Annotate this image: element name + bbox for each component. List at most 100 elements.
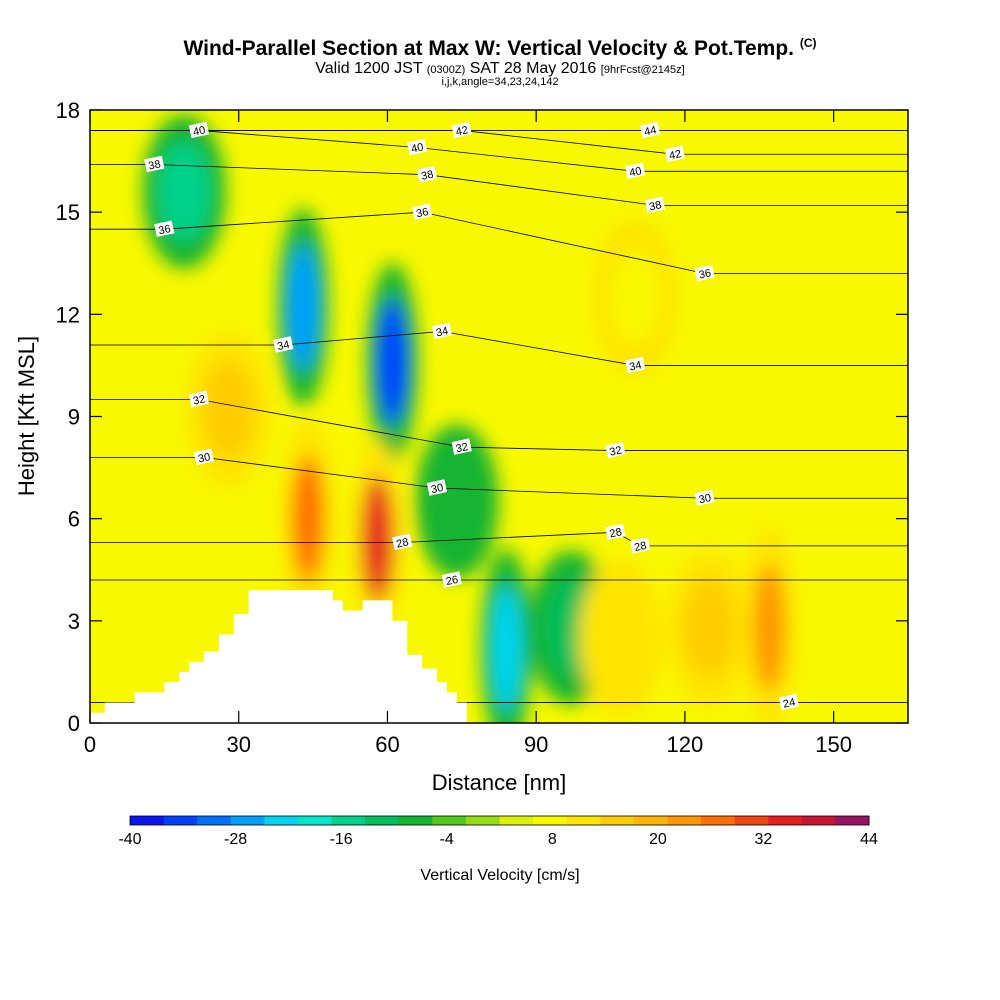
colorbar-tick-label: 8 xyxy=(548,831,557,848)
colorbar-swatch-10 xyxy=(465,816,500,825)
x-tick-label: 0 xyxy=(84,732,96,757)
colorbar-swatch-20 xyxy=(801,816,836,825)
theta-label-bg xyxy=(605,441,626,459)
theta-label-20: 30 xyxy=(694,489,715,506)
colorbar-swatch-15 xyxy=(633,816,668,825)
y-tick-label: 6 xyxy=(68,507,80,532)
theta-label-19: 30 xyxy=(426,479,448,496)
x-tick-label: 150 xyxy=(815,732,852,757)
theta-label-bg xyxy=(639,121,661,139)
theta-label-bg xyxy=(416,165,438,183)
vertical-velocity-field xyxy=(142,114,795,723)
colorbar: -40 -28 -16 -4 8 20 32 44 xyxy=(118,815,878,848)
theta-label-16: 32 xyxy=(451,438,472,455)
w-core-12 xyxy=(202,360,255,459)
theta-label-bg xyxy=(605,523,626,541)
theta-label-bg xyxy=(406,138,428,156)
colorbar-swatch-0 xyxy=(130,816,165,825)
theta-label-bg xyxy=(411,203,433,220)
terrain xyxy=(90,590,467,723)
colorbar-swatch-21 xyxy=(835,816,870,825)
theta-label-8: 38 xyxy=(644,196,666,214)
w-core-5 xyxy=(430,452,483,551)
colorbar-tick-label: -16 xyxy=(330,831,353,848)
theta-label-text: 26 xyxy=(445,574,459,588)
theta-label-text: 34 xyxy=(435,325,449,339)
theta-label-text: 24 xyxy=(782,696,796,710)
x-axis: 0 30 60 90 120 150 xyxy=(84,110,852,757)
theta-label-text: 30 xyxy=(698,492,712,506)
colorbar-swatch-8 xyxy=(398,816,433,825)
w-core-9 xyxy=(683,578,736,677)
theta-label-text: 32 xyxy=(608,444,622,458)
theta-label-5: 40 xyxy=(625,162,646,180)
theta-label-bg xyxy=(644,196,666,214)
valid-date: SAT 28 May 2016 xyxy=(469,60,597,77)
theta-label-text: 36 xyxy=(157,223,171,237)
theta-label-bg xyxy=(273,336,294,353)
x-tick-label: 120 xyxy=(667,732,704,757)
theta-label-bg xyxy=(431,322,453,340)
colorbar-swatch-16 xyxy=(667,816,702,825)
colorbar-swatch-4 xyxy=(264,816,299,825)
theta-label-1: 42 xyxy=(451,121,472,139)
plot-area: 40 42 44 42 40 40 38 38 38 36 36 36 34 34 34 32 32 32 30 30… xyxy=(90,110,908,723)
w-core-8 xyxy=(753,564,786,691)
theta-label-bg xyxy=(451,438,472,455)
theta-label-10: 36 xyxy=(154,220,175,237)
colorbar-swatch-1 xyxy=(163,816,198,825)
theta-label-text: 44 xyxy=(643,124,657,138)
y-tick-label: 18 xyxy=(56,98,80,123)
valid-utc: (0300Z) xyxy=(426,64,466,76)
theta-label-text: 28 xyxy=(395,536,409,550)
theta-label-text: 40 xyxy=(410,141,424,155)
colorbar-label: Vertical Velocity [cm/s] xyxy=(420,867,579,884)
theta-label-bg xyxy=(625,162,646,180)
theta-label-9: 36 xyxy=(411,203,433,220)
colorbar-swatch-3 xyxy=(230,816,265,825)
x-tick-label: 90 xyxy=(524,732,548,757)
w-core-0 xyxy=(287,244,320,371)
theta-label-text: 28 xyxy=(633,540,647,554)
w-core-2 xyxy=(158,142,211,241)
colorbar-tick-label: 20 xyxy=(649,831,667,848)
theta-label-0: 40 xyxy=(188,121,210,139)
x-tick-label: 30 xyxy=(226,732,250,757)
colorbar-swatch-14 xyxy=(600,816,635,825)
theta-label-text: 34 xyxy=(628,359,642,373)
valid-prefix: Valid 1200 JST xyxy=(315,60,423,77)
colorbar-frame xyxy=(129,815,870,826)
w-core-1 xyxy=(376,299,409,426)
theta-label-22: 28 xyxy=(630,537,651,554)
theta-label-bg xyxy=(451,121,472,139)
colorbar-swatch-2 xyxy=(197,816,232,825)
w-core-11 xyxy=(609,248,662,347)
theta-label-12: 34 xyxy=(273,336,294,353)
colorbar-swatch-9 xyxy=(432,816,467,825)
colorbar-tick-label: -40 xyxy=(118,831,141,848)
theta-label-bg xyxy=(154,220,175,237)
y-tick-label: 12 xyxy=(56,302,80,327)
theta-label-6: 38 xyxy=(144,155,165,173)
theta-label-23: 28 xyxy=(392,533,413,551)
theta-label-text: 34 xyxy=(276,339,290,353)
theta-label-bg xyxy=(630,537,651,554)
grid-indices: i,j,k,angle=34,23,24,142 xyxy=(441,76,559,88)
x-axis-label: Distance [nm] xyxy=(432,770,567,795)
theta-label-18: 30 xyxy=(193,448,215,465)
theta-label-2: 44 xyxy=(639,121,661,139)
theta-contour-labels: 40 42 44 42 40 40 38 38 38 36 36 36 34 34 34 32 32 32 30 30… xyxy=(144,121,800,711)
theta-label-text: 38 xyxy=(147,158,161,172)
colorbar-swatch-7 xyxy=(365,816,400,825)
colorbar-swatch-6 xyxy=(331,816,366,825)
colorbar-tick-label: -28 xyxy=(224,831,247,848)
theta-label-text: 40 xyxy=(192,124,206,138)
theta-label-text: 42 xyxy=(668,148,682,162)
w-core-7 xyxy=(361,476,394,603)
chart-title-text: Wind-Parallel Section at Max W: Vertical… xyxy=(183,37,794,60)
theta-label-bg xyxy=(426,479,448,496)
theta-label-15: 32 xyxy=(188,390,210,408)
y-tick-label: 0 xyxy=(68,711,80,736)
colorbar-swatch-5 xyxy=(297,816,333,825)
